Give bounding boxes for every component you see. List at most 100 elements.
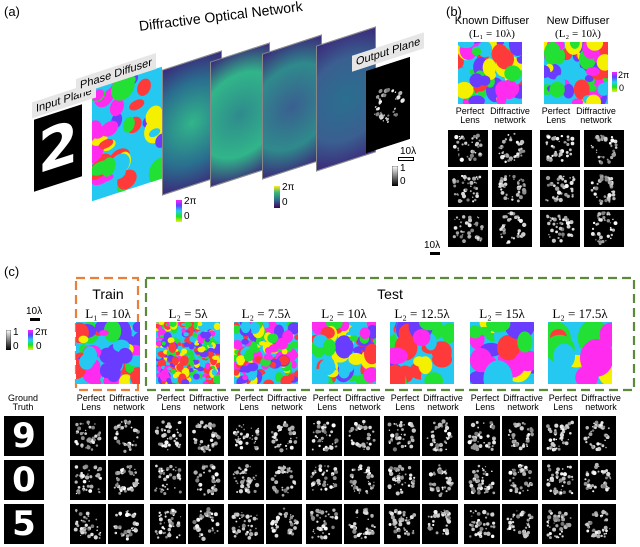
c-output-r2-col0-1 (108, 504, 144, 544)
c-output-r1-col5-1 (502, 460, 538, 500)
c-diffusers-row: L₁ = 10λ L₂ = 5λ L₂ = 7.5λ L₂ = 10λ L₂ = 12.… (76, 306, 612, 384)
b-scale-label: 10λ (424, 240, 441, 251)
c-output-r2-col6-1 (580, 504, 616, 544)
c-header-2-perfect-lens: Perfect Lens (234, 393, 264, 412)
c-output-r2-col3-1 (344, 504, 380, 544)
c-header-0-diffractive: Diffractive network (109, 393, 149, 412)
c-output-r2-col1-0 (150, 504, 186, 544)
layer-cb-top: 2π (282, 182, 295, 193)
c-output-r0-col6-1 (580, 416, 616, 456)
c-output-r2-col5-1 (502, 504, 538, 544)
c-output-r1-col6-0 (542, 460, 578, 500)
c-scale-label: 10λ (26, 306, 43, 317)
c-output-r0-col1-1 (188, 416, 224, 456)
c-output-r0-col1-0 (150, 416, 186, 456)
panel-c-label: (c) (4, 264, 20, 279)
new-diffuser-eq: (L₂ = 10λ) (555, 28, 601, 40)
ground-truth-1: 0 (4, 460, 44, 500)
c-output-r0-col4-0 (384, 416, 420, 456)
diffuser-label-0: L₁ = 10λ (85, 306, 131, 321)
b-output-r1-c3 (584, 170, 624, 207)
train-label: Train (92, 286, 124, 302)
c-phase-colorbar (28, 330, 33, 350)
c-header-6-diffractive: Diffractive network (581, 393, 621, 412)
c-ph-cb-bot: 0 (36, 341, 42, 352)
c-output-r0-col3-0 (306, 416, 342, 456)
b-output-r0-c1 (492, 130, 532, 167)
b-col-diffractive-1: Diffractive network (490, 106, 530, 125)
c-output-r1-col2-1 (266, 460, 302, 500)
c-output-r1-col1-1 (188, 460, 224, 500)
c-output-r1-col0-1 (108, 460, 144, 500)
c-output-r0-col4-1 (422, 416, 458, 456)
b-output-r0-c2 (540, 130, 580, 167)
b-output-r1-c2 (540, 170, 580, 207)
b-output-r2-c0 (448, 210, 488, 247)
output-plane-image (366, 56, 410, 154)
b-col-perfect-lens-2: Perfect Lens (541, 106, 571, 125)
known-diffuser-image (458, 42, 522, 104)
diffuser-label-3: L₂ = 10λ (321, 306, 367, 321)
c-output-r0-col0-1 (108, 416, 144, 456)
diffuser-label-4: L₂ = 12.5λ (394, 306, 450, 321)
c-output-r2-col0-0 (70, 504, 106, 544)
c-output-r2-col5-0 (464, 504, 500, 544)
c-amp-cb-top: 1 (13, 327, 19, 338)
output-cb-bot: 0 (400, 176, 406, 187)
c-header-1-diffractive: Diffractive network (189, 393, 229, 412)
b-output-r2-c1 (492, 210, 532, 247)
known-diffuser-title: Known Diffuser (454, 15, 530, 27)
test-box (144, 276, 636, 392)
b-output-r2-c3 (584, 210, 624, 247)
b-output-grid (448, 130, 628, 250)
panel-a-label: (a) (4, 4, 20, 19)
c-output-r1-col4-0 (384, 460, 420, 500)
c-output-r2-col2-1 (266, 504, 302, 544)
c-output-r1-col0-0 (70, 460, 106, 500)
c-output-r0-col6-0 (542, 416, 578, 456)
c-header-2-diffractive: Diffractive network (267, 393, 307, 412)
output-cb-top: 1 (400, 163, 406, 174)
c-output-r0-col3-1 (344, 416, 380, 456)
c-output-r2-col4-0 (384, 504, 420, 544)
ground-truth-label: Ground Truth (7, 393, 39, 412)
diffuser-label-5: L₂ = 15λ (479, 306, 525, 321)
output-scale-bar (398, 157, 414, 161)
c-output-r1-col6-1 (580, 460, 616, 500)
c-header-0-perfect-lens: Perfect Lens (76, 393, 106, 412)
c-diffuser-image-5 (470, 322, 534, 384)
c-output-r1-col5-0 (464, 460, 500, 500)
c-diffuser-image-2 (234, 322, 298, 384)
test-label: Test (377, 286, 403, 302)
c-output-r0-col2-0 (228, 416, 264, 456)
phase-cb-a-bot: 0 (184, 211, 190, 222)
c-output-r0-col5-1 (502, 416, 538, 456)
b-scale-bar (430, 252, 440, 255)
c-output-r1-col2-0 (228, 460, 264, 500)
panel-b-label: (b) (446, 4, 462, 19)
c-output-r1-col1-0 (150, 460, 186, 500)
b-output-r0-c0 (448, 130, 488, 167)
ground-truth-digit-2: 5 (12, 504, 36, 544)
c-diffuser-image-3 (312, 322, 376, 384)
new-diffuser-image (544, 42, 608, 104)
c-diffuser-image-6 (548, 322, 612, 384)
c-amp-cb-bot: 0 (13, 341, 19, 352)
c-output-r1-col4-1 (422, 460, 458, 500)
known-diffuser-eq: (L₁ = 10λ) (469, 28, 515, 40)
phase-colorbar-a (176, 200, 182, 222)
c-output-r2-col2-0 (228, 504, 264, 544)
c-output-r2-col6-0 (542, 504, 578, 544)
c-diffuser-image-1 (156, 322, 220, 384)
output-scale-label: 10λ (400, 146, 417, 157)
c-output-r0-col5-0 (464, 416, 500, 456)
c-header-5-perfect-lens: Perfect Lens (470, 393, 500, 412)
b-output-r1-c0 (448, 170, 488, 207)
c-output-r0-col2-1 (266, 416, 302, 456)
c-output-r2-col1-1 (188, 504, 224, 544)
phase-cb-b-top: 2π (618, 70, 630, 80)
c-output-r2-col3-0 (306, 504, 342, 544)
layer-colorbar (274, 186, 280, 208)
b-output-r2-c2 (540, 210, 580, 247)
